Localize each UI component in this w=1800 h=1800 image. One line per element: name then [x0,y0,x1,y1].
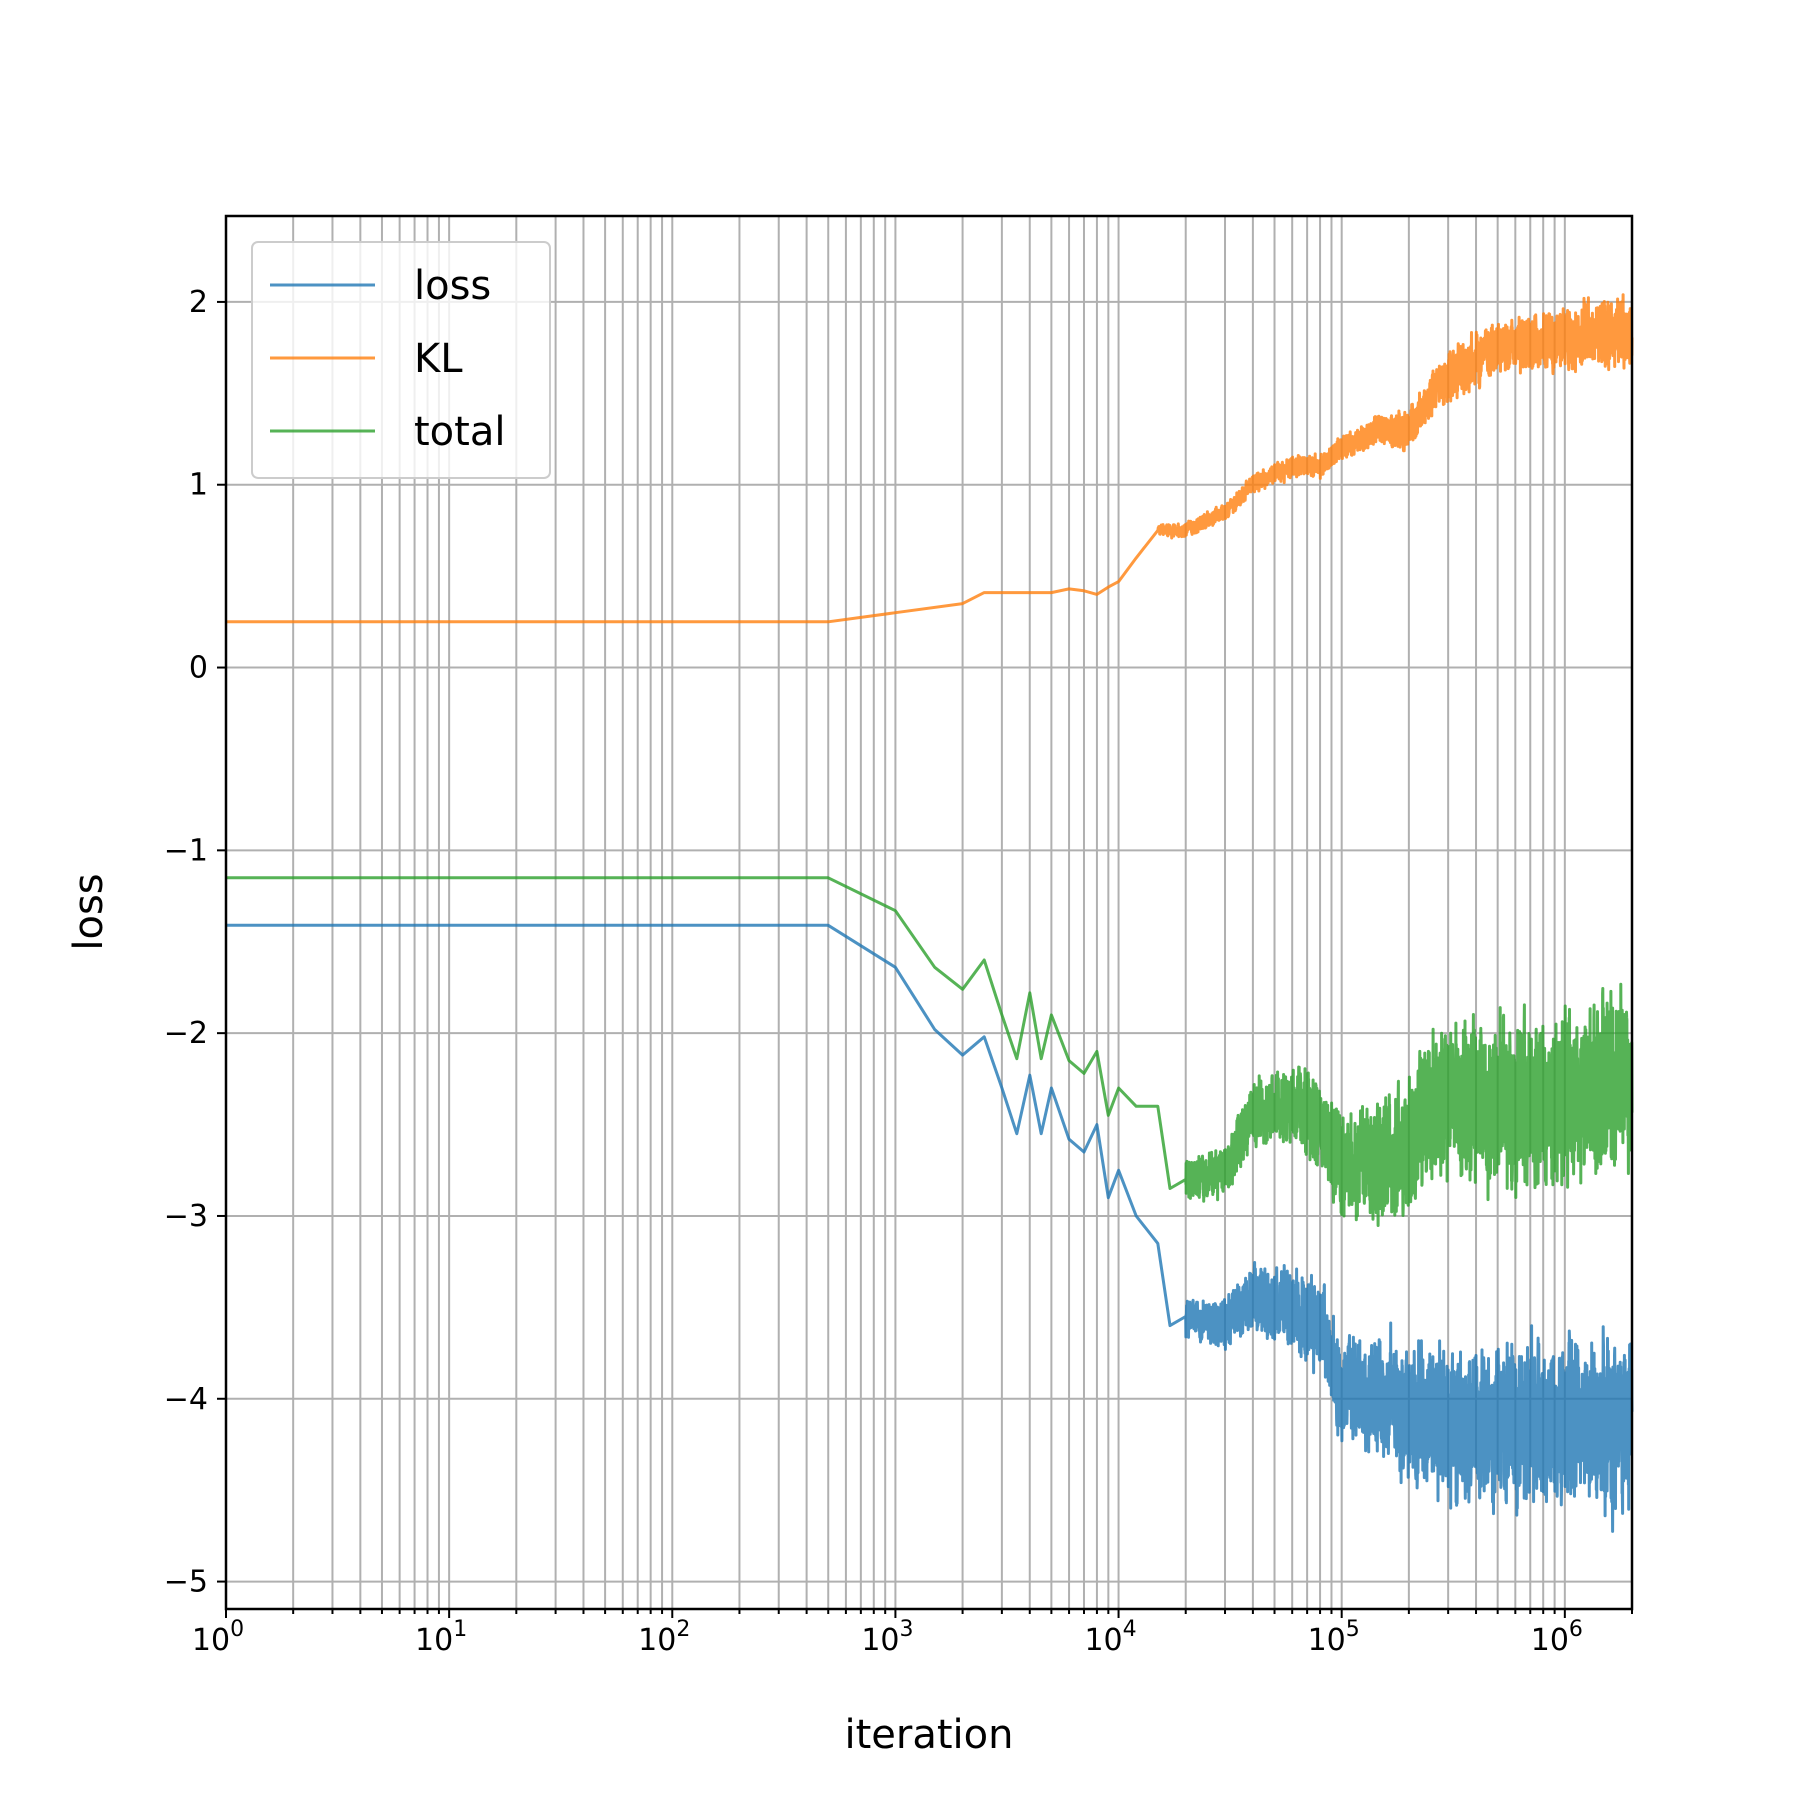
series-line-loss [226,923,1634,1533]
x-tick-label: 104 [1084,1617,1136,1658]
y-tick-label: 0 [189,651,208,686]
plot-area [226,293,1634,1533]
series-line-total [226,876,1634,1227]
x-tick-label: 100 [192,1617,244,1658]
x-tick-label: 106 [1531,1617,1583,1658]
x-tick-label: 102 [638,1617,690,1658]
ticks: 100 101 102 103 104 105 106 2 1 0 −1 −2 −3 −4 −5 [164,285,1633,1658]
legend-box [251,241,551,479]
legend: loss KL total [251,241,551,479]
x-tick-label: 105 [1308,1617,1360,1658]
x-tick-label: 103 [861,1617,913,1658]
y-tick-label: 1 [189,468,208,503]
y-tick-label: −5 [164,1565,208,1600]
y-tick-label: −2 [164,1016,208,1051]
y-tick-label: 2 [189,285,208,320]
y-tick-label: −3 [164,1199,208,1234]
y-tick-label: −1 [164,833,208,868]
y-axis-label: loss [66,873,112,950]
y-tick-label: −4 [164,1382,208,1417]
x-tick-label: 101 [415,1617,467,1658]
legend-label-loss: loss [414,263,491,309]
legend-label-kl: KL [414,336,463,382]
series-line-kl [226,293,1634,624]
legend-label-total: total [414,409,505,455]
x-axis-label: iteration [845,1712,1014,1758]
axes-frame [224,214,1634,1611]
